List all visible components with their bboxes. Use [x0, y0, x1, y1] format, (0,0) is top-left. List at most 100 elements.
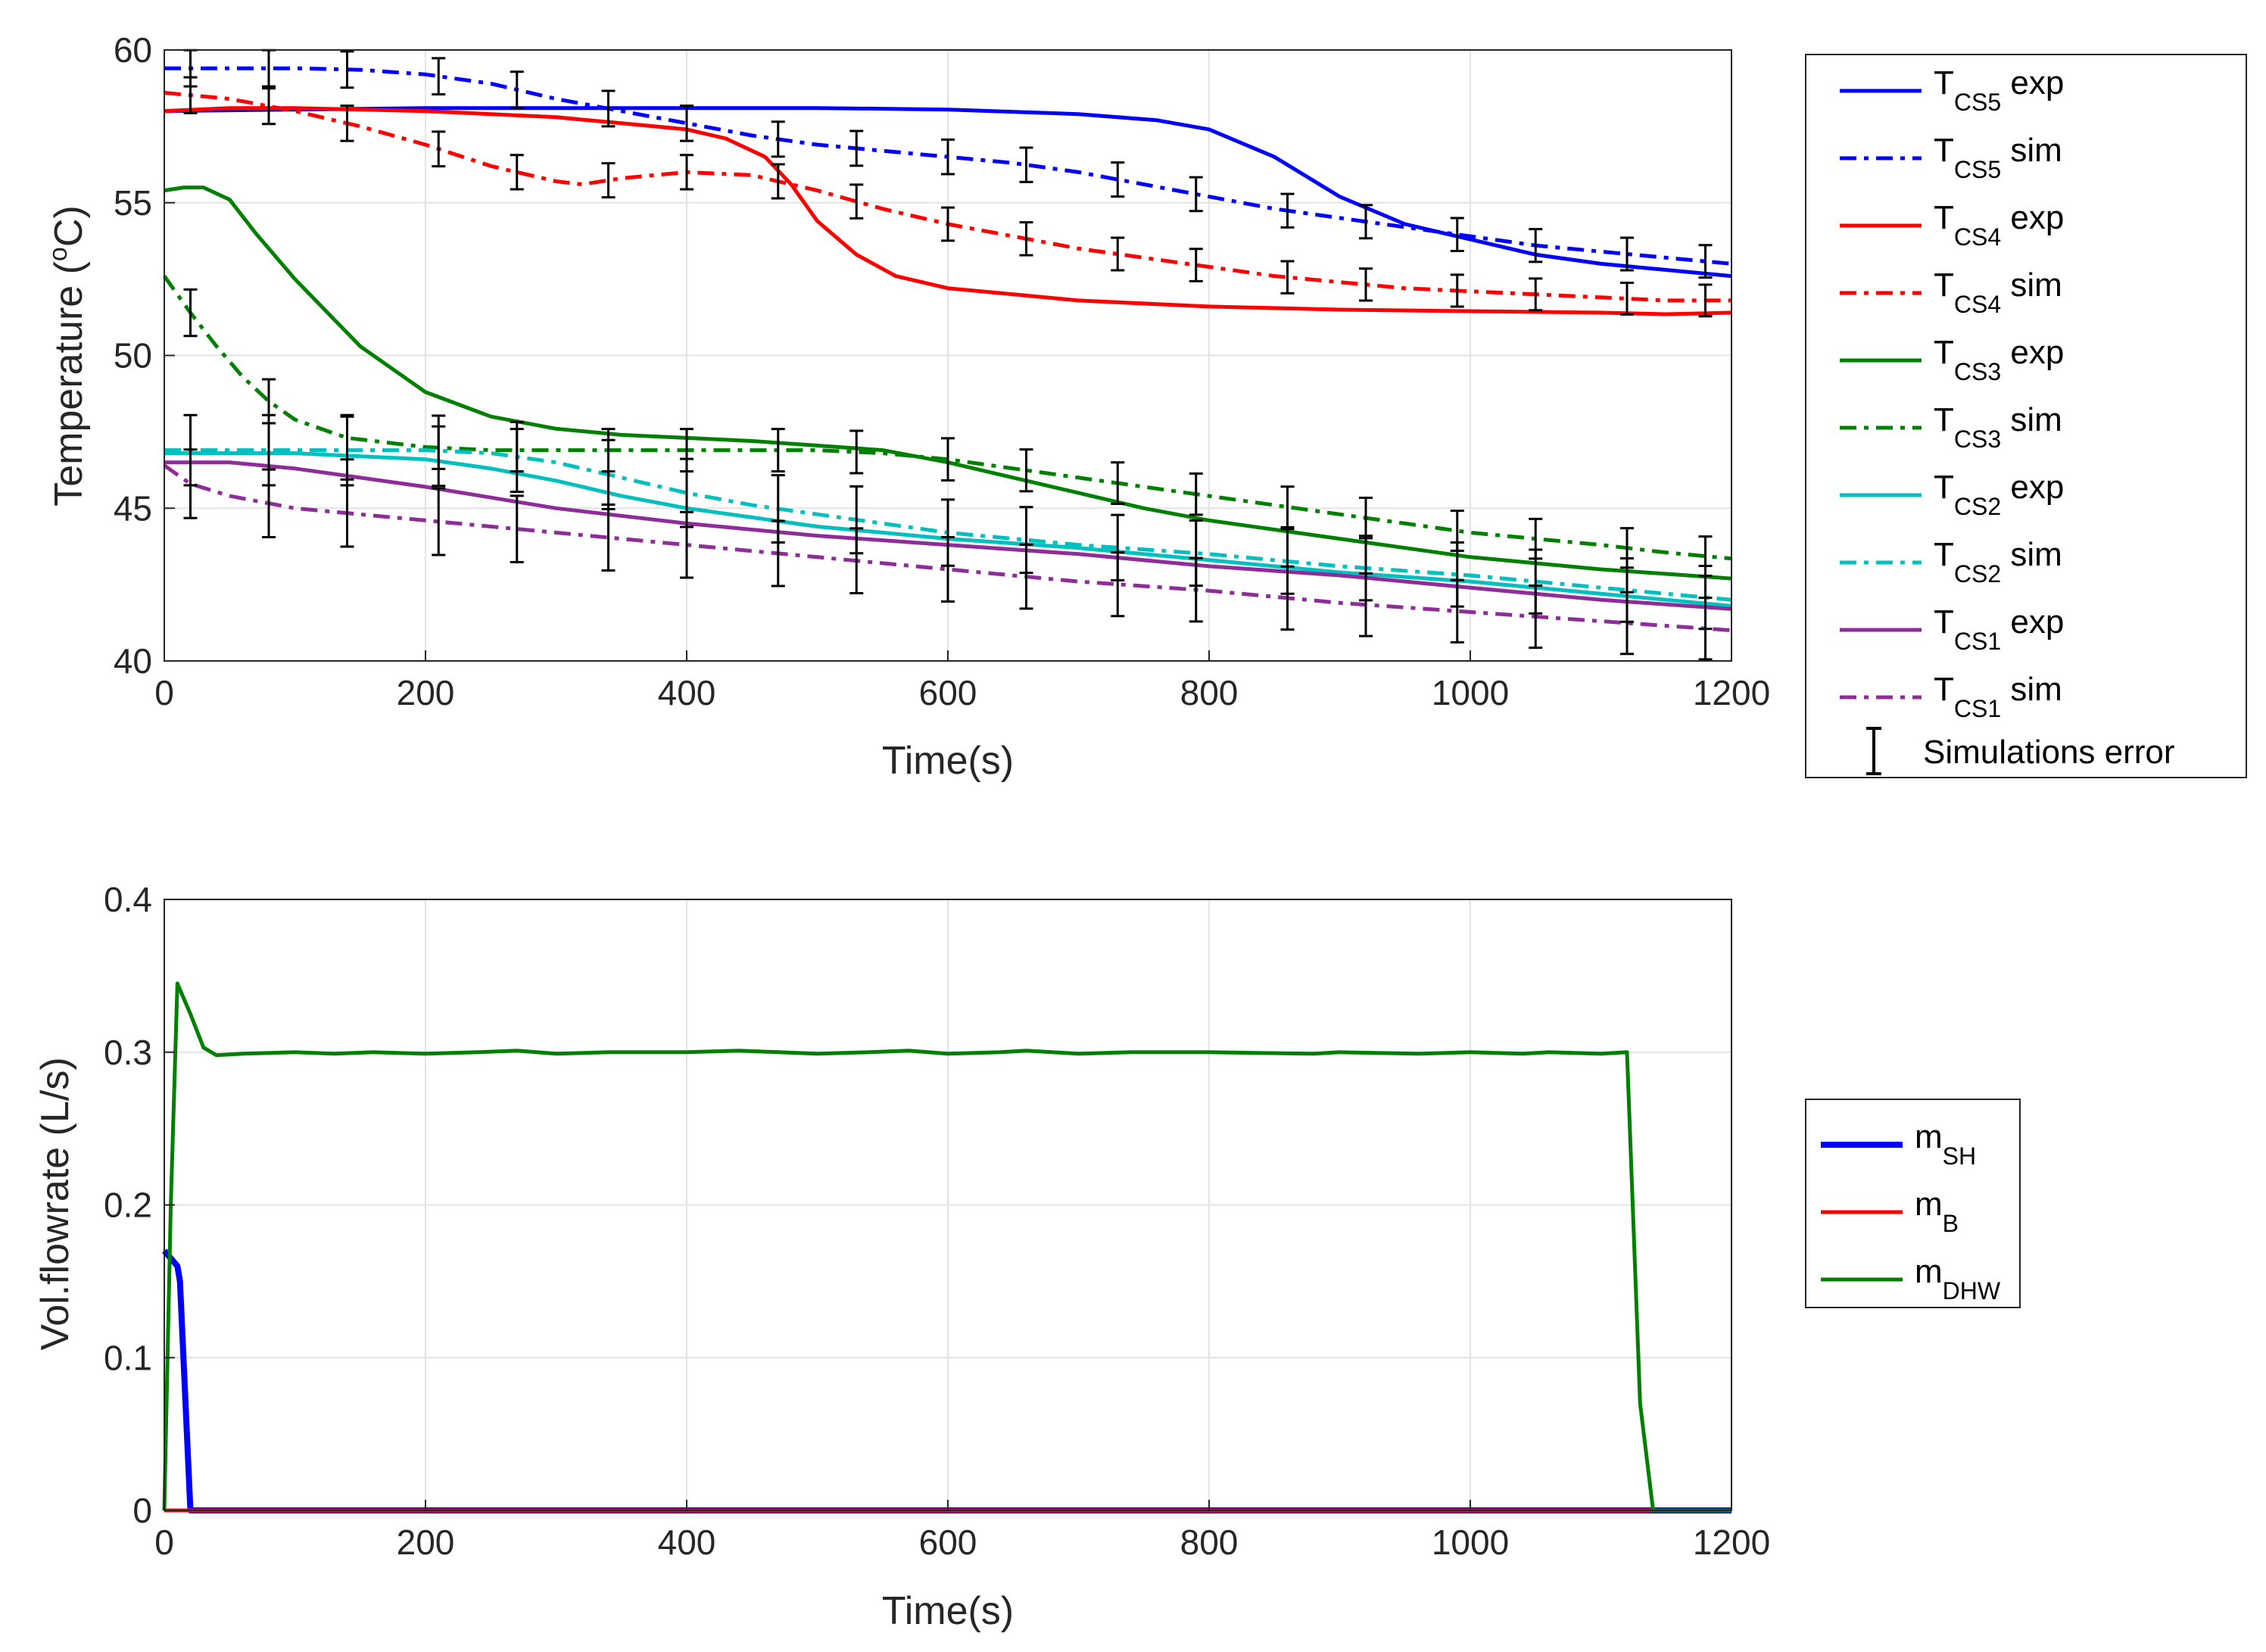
legend-item-cs3-exp: TCS3 exp	[1840, 334, 2064, 385]
error-bar	[1359, 572, 1373, 637]
x-tick-label: 600	[919, 673, 977, 712]
x-tick-label: 800	[1180, 673, 1239, 712]
error-bar	[680, 154, 694, 191]
error-bar	[1529, 277, 1543, 312]
x-tick-label: 0	[154, 1523, 174, 1562]
series-line-dhw	[162, 981, 1731, 1513]
legend-label: TCS4 exp	[1934, 199, 2064, 251]
y-label-sup: o	[44, 247, 73, 261]
x-tick-label: 400	[658, 1523, 716, 1562]
flowrate-chart: 0 200 400 600 800 1000 1200 0 0.1 0.2 0.3 0.4 Time(…	[33, 880, 1770, 1633]
y-tick-label: 60	[114, 30, 152, 70]
legend-label: TCS1 sim	[1934, 671, 2062, 722]
y-tick-label: 50	[114, 336, 152, 376]
series-line-cs4sim	[164, 91, 1731, 303]
legend-item-cs5-exp: TCS5 exp	[1840, 64, 2064, 116]
error-bar	[1019, 146, 1033, 183]
error-bar	[340, 478, 354, 548]
y-tick-label: 0.2	[104, 1186, 152, 1225]
error-bar	[680, 510, 694, 579]
error-bar	[1450, 217, 1464, 252]
legend-label: TCS4 sim	[1934, 267, 2062, 318]
legend-item-dhw: mDHW	[1821, 1253, 2001, 1304]
legend-item-cs4-sim: TCS4 sim	[1840, 267, 2062, 318]
error-bar	[1280, 260, 1295, 295]
legend-item-b: mB	[1821, 1186, 1959, 1237]
error-bar	[941, 138, 955, 176]
error-bar	[1359, 204, 1373, 240]
series-line-cs2exp	[164, 451, 1732, 608]
error-bar	[771, 519, 785, 588]
error-bar	[1189, 472, 1203, 516]
y-tick-label: 55	[114, 183, 152, 223]
legend-label: TCS3 sim	[1934, 401, 2062, 453]
error-bar	[941, 535, 955, 603]
error-bar	[1189, 176, 1203, 213]
error-bar	[849, 429, 864, 475]
legend-item-cs3-sim: TCS3 sim	[1840, 401, 2062, 453]
error-bar	[1698, 283, 1713, 318]
x-tick-label: 1200	[1693, 1523, 1770, 1562]
error-bar	[1698, 244, 1713, 279]
error-bar	[601, 162, 616, 199]
error-bar	[1280, 485, 1295, 529]
legend-item-error: Simulations error	[1866, 727, 2175, 775]
x-tick-label: 1000	[1432, 673, 1509, 712]
legend-temperature: TCS5 exp TCS5 sim TCS4 exp TCS4 sim TCS3 exp…	[1805, 54, 2247, 778]
series-line-cs1sim	[163, 463, 1732, 633]
error-bar	[680, 104, 694, 142]
series-line-cs3exp	[164, 185, 1732, 581]
error-bar	[1529, 228, 1543, 263]
legend-item-cs2-sim: TCS2 sim	[1840, 536, 2062, 588]
error-bar	[262, 468, 276, 538]
legend-item-cs1-exp: TCS1 exp	[1840, 603, 2064, 655]
legend-label: mSH	[1915, 1118, 1976, 1170]
x-tick-label: 600	[919, 1523, 977, 1562]
error-bar	[510, 494, 524, 564]
error-bar	[849, 183, 864, 220]
y-tick-label: 0.4	[104, 880, 152, 919]
x-axis-label-flowrate: Time(s)	[882, 1589, 1014, 1633]
x-axis-label-temperature: Time(s)	[882, 739, 1014, 783]
error-bar	[1529, 584, 1543, 649]
series-line-cs4exp	[164, 106, 1732, 316]
error-bar	[183, 288, 198, 338]
x-tick-label: 1200	[1693, 673, 1770, 712]
x-tick-label: 1000	[1432, 1523, 1509, 1562]
legend-items-flowrate: mSH mB mDHW	[1821, 1118, 2001, 1304]
legend-item-cs2-exp: TCS2 exp	[1840, 469, 2064, 520]
error-bar	[432, 130, 446, 168]
legend-label: TCS5 exp	[1934, 64, 2064, 116]
ticks-flowrate: 0 200 400 600 800 1000 1200 0 0.1 0.2 0.3 0.4	[104, 880, 1770, 1562]
legend-item-cs4-exp: TCS4 exp	[1840, 199, 2064, 251]
legend-label: mB	[1915, 1186, 1959, 1237]
y-axis-label-temperature: Temperature (oC)	[44, 205, 91, 506]
error-bar	[432, 414, 446, 488]
legend-flowrate: mSH mB mDHW	[1805, 1099, 2021, 1308]
error-bar	[1019, 221, 1033, 257]
error-bar	[1111, 551, 1125, 618]
legend-item-sh: mSH	[1821, 1118, 1976, 1170]
series-line-cs2sim	[164, 448, 1732, 602]
error-bar	[510, 70, 524, 109]
y-tick-label: 45	[114, 488, 152, 528]
y-tick-label: 0	[132, 1491, 152, 1530]
series-line-cs5exp	[164, 106, 1732, 279]
legend-item-cs1-sim: TCS1 sim	[1840, 671, 2062, 722]
error-bar	[1111, 161, 1125, 198]
error-bar	[340, 50, 354, 89]
error-bar	[1280, 192, 1295, 229]
error-bar	[849, 129, 864, 167]
legend-label: TCS3 exp	[1934, 334, 2064, 385]
y-tick-label: 0.1	[104, 1338, 152, 1377]
error-bar	[510, 420, 524, 494]
x-tick-label: 200	[397, 673, 455, 712]
error-bar	[1450, 273, 1464, 308]
legend-error-label: Simulations error	[1923, 734, 2175, 771]
legend-label: TCS1 exp	[1934, 603, 2064, 655]
ticks-temperature: 0 200 400 600 800 1000 1200 40 45 50 55 60	[114, 30, 1770, 712]
legend-box-temperature	[1805, 54, 2247, 778]
legend-label: TCS2 sim	[1934, 536, 2062, 588]
